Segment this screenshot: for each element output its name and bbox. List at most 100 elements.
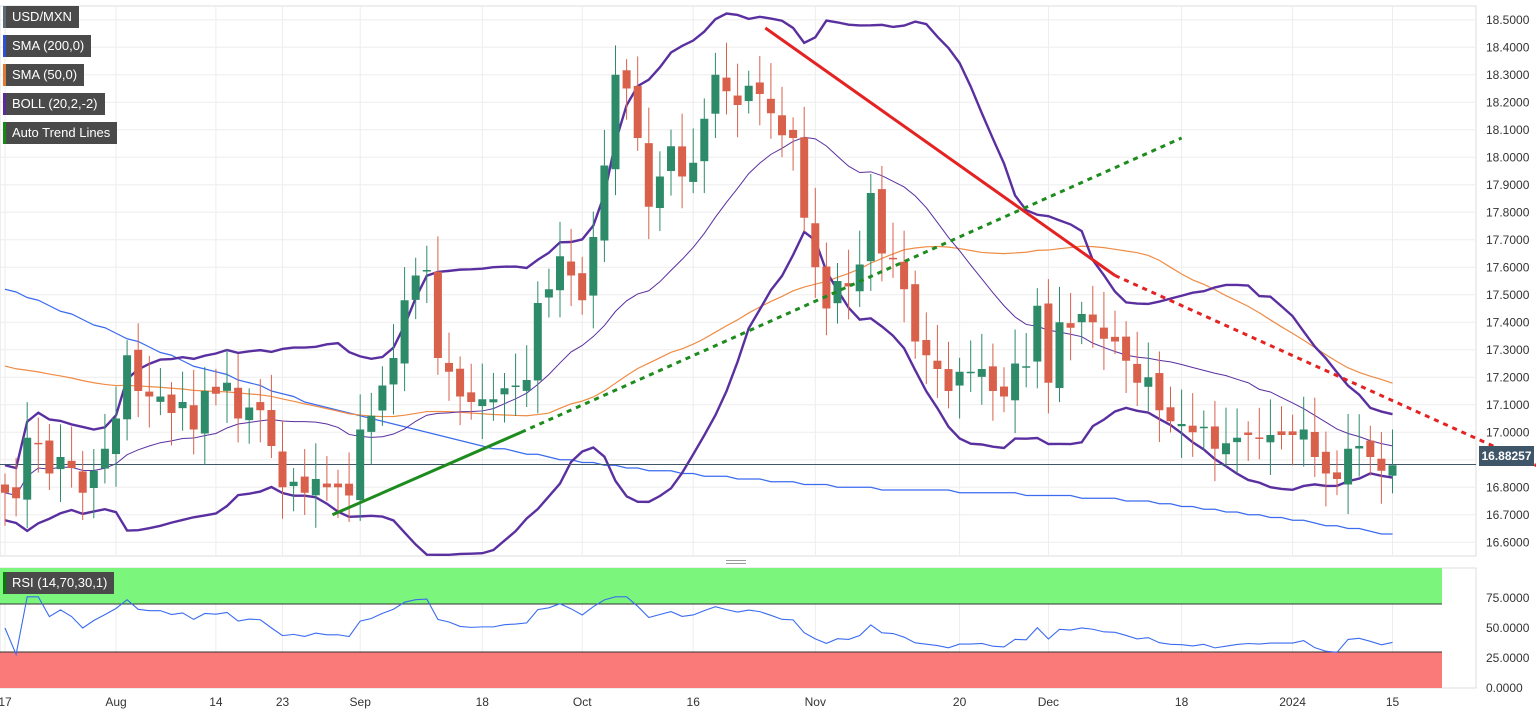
candle-body: [589, 237, 598, 296]
candle-body: [445, 362, 453, 372]
rsi-indicator-label[interactable]: RSI (14,70,30,1): [3, 572, 115, 594]
price-tick-label: 16.7000: [1486, 508, 1530, 522]
bollinger-lower: [4, 229, 1393, 557]
time-tick-label: 15: [1386, 695, 1400, 709]
candle-body: [456, 368, 465, 397]
candle-body: [533, 303, 542, 381]
candle-body: [100, 448, 109, 469]
candle-body: [1222, 443, 1230, 455]
candle-body: [345, 483, 354, 496]
candle-body: [489, 399, 498, 403]
candle-body: [833, 281, 842, 304]
sma-200-line: [4, 288, 1393, 535]
candle-body: [223, 382, 231, 391]
time-tick-label: 18: [1175, 695, 1189, 709]
candle-body: [700, 118, 709, 162]
candle-body: [500, 388, 509, 395]
candle-body: [189, 405, 198, 430]
candle-body: [422, 270, 431, 272]
time-tick-label: 2024: [1279, 695, 1306, 709]
candle-body: [977, 369, 986, 377]
candle-body: [400, 300, 409, 364]
candle-body: [1210, 426, 1219, 449]
candle-body: [655, 176, 664, 209]
candle-body: [78, 471, 87, 493]
candle-body: [1066, 323, 1075, 328]
time-tick-label: Nov: [805, 695, 826, 709]
candle-body: [322, 483, 331, 488]
price-tick-label: 16.6000: [1486, 535, 1530, 549]
candle-body: [245, 407, 254, 421]
candle-body: [1166, 407, 1175, 422]
candle-body: [766, 98, 775, 114]
bollinger-middle: [4, 136, 1393, 497]
candle-body: [367, 415, 376, 432]
legend-item-boll[interactable]: BOLL (20,2,-2): [3, 93, 105, 115]
legend-item-sma200[interactable]: SMA (200,0): [3, 35, 92, 57]
candle-body: [877, 189, 886, 254]
candle-body: [1122, 336, 1131, 361]
candle-body: [1177, 424, 1186, 427]
price-tick-label: 17.9000: [1486, 178, 1530, 192]
candle-body: [178, 402, 187, 409]
candle-body: [112, 418, 120, 455]
candle-body: [167, 394, 176, 413]
candle-body: [1310, 431, 1319, 457]
candle-body: [1388, 465, 1397, 476]
price-tick-label: 17.8000: [1486, 205, 1530, 219]
candle-body: [278, 451, 287, 488]
trend-support-solid: [331, 430, 522, 517]
candle-body: [1255, 437, 1264, 439]
candle-body: [1266, 435, 1275, 443]
candle-body: [1288, 431, 1297, 435]
candle-body: [844, 283, 853, 287]
price-tick-label: 16.8000: [1486, 480, 1530, 494]
candle-body: [755, 82, 764, 94]
candle-body: [1099, 327, 1108, 339]
legend-item-sma50[interactable]: SMA (50,0): [3, 64, 85, 86]
candle-body: [1044, 303, 1053, 383]
candle-body: [145, 391, 154, 397]
candle-body: [1133, 363, 1142, 383]
candle-body: [34, 442, 43, 445]
candle-body: [289, 481, 298, 487]
rsi-tick-label: 0.0000: [1486, 681, 1523, 695]
bollinger-upper: [4, 12, 1393, 470]
candle-body: [1277, 431, 1286, 435]
pane-resize-handle[interactable]: [726, 560, 746, 567]
price-tick-label: 17.6000: [1486, 260, 1530, 274]
candle-body: [1377, 458, 1386, 471]
price-tick-label: 18.5000: [1486, 13, 1530, 27]
candle-body: [1355, 446, 1364, 449]
candle-body: [522, 380, 531, 391]
price-tick-label: 17.7000: [1486, 233, 1530, 247]
candle-body: [556, 256, 564, 291]
candle-body: [89, 470, 98, 489]
time-tick-label: 20: [953, 695, 967, 709]
candle-body: [633, 85, 642, 138]
auto-trend-lines: [331, 26, 1536, 517]
price-tick-label: 18.4000: [1486, 40, 1530, 54]
rsi-line: [4, 596, 1393, 657]
rsi-tick-label: 25.0000: [1486, 651, 1530, 665]
time-tick-label: Aug: [105, 695, 126, 709]
rsi-bands: [0, 568, 1442, 688]
candle-body: [123, 355, 132, 420]
candle-body: [611, 74, 620, 170]
price-tick-label: 17.0000: [1486, 425, 1530, 439]
candle-body: [134, 349, 143, 391]
last-price-tag: 16.88257: [1479, 446, 1534, 466]
candle-body: [1077, 314, 1086, 323]
candle-body: [1244, 432, 1253, 435]
candle-body: [1022, 366, 1031, 368]
time-tick-label: Sep: [350, 695, 372, 709]
candle-body: [1, 484, 9, 493]
candle-body: [1233, 437, 1242, 443]
candle-body: [389, 358, 398, 385]
legend-item-instrument[interactable]: USD/MXN: [3, 6, 79, 28]
candle-body: [1111, 336, 1119, 342]
candle-body: [689, 162, 698, 182]
candle-body: [234, 387, 243, 419]
legend-item-trend-lines[interactable]: Auto Trend Lines: [3, 122, 118, 144]
